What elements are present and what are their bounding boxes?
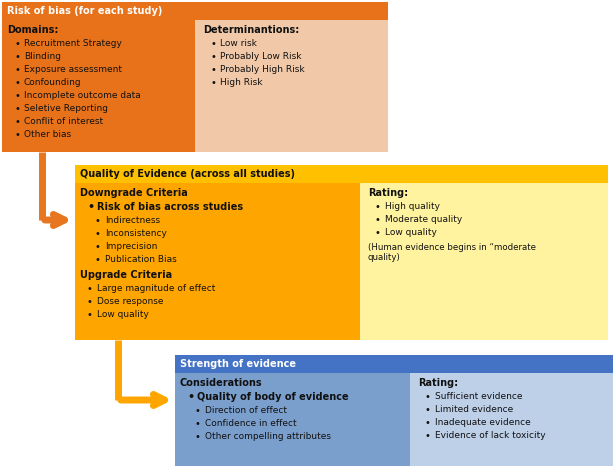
Bar — [2, 2, 388, 20]
Text: •: • — [425, 431, 431, 441]
Text: •: • — [210, 52, 216, 62]
Text: Upgrade Criteria: Upgrade Criteria — [80, 270, 172, 280]
Text: •: • — [375, 215, 381, 225]
Text: Publication Bias: Publication Bias — [105, 255, 177, 264]
Text: High quality: High quality — [385, 202, 440, 211]
Text: Inconsistency: Inconsistency — [105, 229, 167, 238]
Text: Direction of effect: Direction of effect — [205, 406, 287, 415]
Text: Imprecision: Imprecision — [105, 242, 157, 251]
Text: Evidence of lack toxicity: Evidence of lack toxicity — [435, 431, 546, 440]
Text: •: • — [210, 65, 216, 75]
Text: (Human evidence begins in “moderate
quality): (Human evidence begins in “moderate qual… — [368, 243, 536, 263]
Text: Probably Low Risk: Probably Low Risk — [220, 52, 301, 61]
Text: Moderate quality: Moderate quality — [385, 215, 462, 224]
Bar — [75, 183, 360, 340]
Bar — [360, 183, 608, 340]
Text: Confidence in effect: Confidence in effect — [205, 419, 296, 428]
Text: •: • — [210, 39, 216, 49]
Text: •: • — [14, 104, 20, 114]
Text: •: • — [425, 392, 431, 402]
Text: •: • — [87, 284, 93, 294]
Text: Risk of bias across studies: Risk of bias across studies — [97, 202, 243, 212]
Text: Incomplete outcome data: Incomplete outcome data — [24, 91, 141, 100]
Text: •: • — [187, 392, 194, 402]
Text: •: • — [14, 78, 20, 88]
Text: Quality of body of evidence: Quality of body of evidence — [197, 392, 349, 402]
Text: Large magnitude of effect: Large magnitude of effect — [97, 284, 215, 293]
Text: Considerations: Considerations — [180, 378, 263, 388]
Text: Confounding: Confounding — [24, 78, 82, 87]
Text: •: • — [14, 117, 20, 127]
Text: Rating:: Rating: — [418, 378, 458, 388]
Bar — [2, 20, 195, 152]
Bar — [410, 373, 613, 466]
Text: Other bias: Other bias — [24, 130, 71, 139]
Text: Rating:: Rating: — [368, 188, 408, 198]
Text: Dose response: Dose response — [97, 297, 164, 306]
Text: Quality of Evidence (across all studies): Quality of Evidence (across all studies) — [80, 169, 295, 179]
Text: Determinantions:: Determinantions: — [203, 25, 300, 35]
Text: Strength of evidence: Strength of evidence — [180, 359, 296, 369]
Text: Low quality: Low quality — [97, 310, 149, 319]
Text: •: • — [375, 202, 381, 212]
Bar — [195, 20, 388, 152]
Text: Inadequate evidence: Inadequate evidence — [435, 418, 531, 427]
Text: Low risk: Low risk — [220, 39, 257, 48]
Text: Sufficient evidence: Sufficient evidence — [435, 392, 523, 401]
Text: •: • — [14, 91, 20, 101]
Text: Other compelling attributes: Other compelling attributes — [205, 432, 331, 441]
Text: •: • — [87, 202, 94, 212]
Text: •: • — [14, 39, 20, 49]
Text: •: • — [87, 297, 93, 307]
Text: •: • — [14, 130, 20, 140]
Text: •: • — [95, 242, 101, 252]
Text: •: • — [195, 406, 201, 416]
Text: •: • — [195, 419, 201, 429]
Text: •: • — [195, 432, 201, 442]
Text: Seletive Reporting: Seletive Reporting — [24, 104, 108, 113]
Text: •: • — [425, 418, 431, 428]
Text: Low quality: Low quality — [385, 228, 437, 237]
Text: •: • — [87, 310, 93, 320]
Text: •: • — [95, 216, 101, 226]
Text: •: • — [425, 405, 431, 415]
Text: •: • — [375, 228, 381, 238]
Text: Downgrade Criteria: Downgrade Criteria — [80, 188, 188, 198]
Text: Probably High Risk: Probably High Risk — [220, 65, 304, 74]
Text: High Risk: High Risk — [220, 78, 263, 87]
Text: Exposure assessment: Exposure assessment — [24, 65, 122, 74]
Text: Limited evidence: Limited evidence — [435, 405, 514, 414]
Bar — [175, 355, 613, 373]
Text: •: • — [95, 229, 101, 239]
Text: Recruitment Strategy: Recruitment Strategy — [24, 39, 122, 48]
Bar — [175, 373, 410, 466]
Text: Risk of bias (for each study): Risk of bias (for each study) — [7, 6, 162, 16]
Text: •: • — [95, 255, 101, 265]
Text: •: • — [210, 78, 216, 88]
Text: •: • — [14, 65, 20, 75]
Text: Conflit of interest: Conflit of interest — [24, 117, 103, 126]
Text: Indirectness: Indirectness — [105, 216, 160, 225]
Text: •: • — [14, 52, 20, 62]
Text: Blinding: Blinding — [24, 52, 61, 61]
Bar — [75, 165, 608, 183]
Text: Domains:: Domains: — [7, 25, 58, 35]
